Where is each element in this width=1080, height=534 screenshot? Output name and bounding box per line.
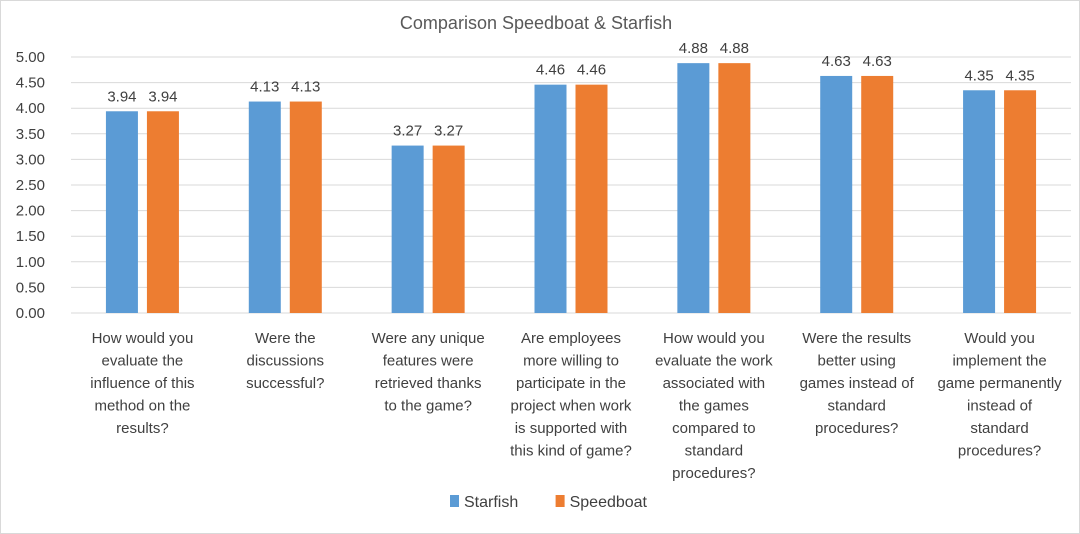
bar-speedboat: [575, 84, 608, 313]
bar-starfish: [677, 63, 710, 314]
category-label: Would you implement the game permanently in…: [937, 330, 1062, 460]
data-label: 4.63: [822, 53, 851, 70]
data-label: 3.27: [434, 123, 463, 140]
bar-starfish: [391, 145, 424, 313]
bar-speedboat: [432, 145, 465, 313]
data-label: 4.13: [291, 79, 320, 96]
y-tick-label: 4.50: [16, 75, 45, 92]
data-label: 4.35: [964, 67, 993, 84]
legend-swatch: [450, 495, 459, 507]
bar-speedboat: [289, 101, 322, 313]
bar-starfish: [534, 84, 567, 313]
data-label: 4.46: [577, 62, 606, 79]
category-label: Were any unique features were retrieved th…: [372, 330, 485, 415]
data-label: 4.13: [250, 79, 279, 96]
y-tick-label: 1.50: [16, 228, 45, 245]
data-label: 4.63: [863, 53, 892, 70]
category-label: Were the results better using games instea…: [800, 330, 915, 437]
y-tick-label: 2.50: [16, 177, 45, 194]
bar-starfish: [105, 111, 138, 313]
category-label: Are employees more willing to participate …: [510, 330, 632, 460]
y-tick-label: 5.00: [16, 49, 45, 66]
y-tick-label: 2.00: [16, 203, 45, 220]
data-label: 3.94: [148, 88, 177, 105]
category-label: How would you evaluate the influence of th…: [90, 330, 194, 437]
category-label: Were the discussions successful?: [246, 330, 324, 392]
y-tick-label: 0.50: [16, 279, 45, 296]
data-label: 4.88: [679, 40, 708, 57]
data-label: 4.88: [720, 40, 749, 57]
legend-swatch: [555, 495, 565, 507]
y-tick-label: 4.00: [16, 100, 45, 117]
y-tick-label: 1.00: [16, 254, 45, 271]
chart-title: Comparison Speedboat & Starfish: [400, 13, 672, 33]
bar-speedboat: [718, 63, 751, 314]
y-tick-label: 0.00: [16, 305, 45, 322]
category-label: How would you evaluate the work associated…: [655, 330, 773, 482]
data-label: 3.27: [393, 123, 422, 140]
bar-speedboat: [146, 111, 179, 313]
bar-starfish: [963, 90, 996, 313]
legend-label: Starfish: [464, 494, 518, 511]
bar-starfish: [248, 101, 281, 313]
bar-starfish: [820, 75, 853, 313]
bar-speedboat: [1004, 90, 1037, 313]
y-tick-label: 3.50: [16, 126, 45, 143]
y-tick-label: 3.00: [16, 151, 45, 168]
data-label: 4.35: [1005, 67, 1034, 84]
data-label: 4.46: [536, 62, 565, 79]
data-label: 3.94: [107, 88, 136, 105]
bar-speedboat: [861, 75, 894, 313]
legend-label: Speedboat: [570, 494, 648, 511]
